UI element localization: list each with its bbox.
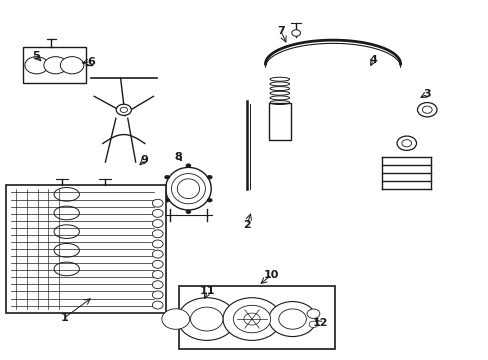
Text: 10: 10 — [263, 270, 279, 280]
Circle shape — [207, 175, 212, 179]
Circle shape — [422, 106, 431, 113]
Circle shape — [152, 199, 163, 207]
Circle shape — [268, 302, 316, 337]
Circle shape — [207, 198, 212, 202]
Circle shape — [152, 301, 163, 309]
Text: 4: 4 — [369, 55, 377, 65]
Circle shape — [417, 103, 436, 117]
Circle shape — [244, 313, 260, 325]
Circle shape — [233, 305, 270, 333]
Circle shape — [396, 136, 416, 150]
Bar — [5, 185, 166, 313]
Circle shape — [152, 220, 163, 228]
Circle shape — [164, 175, 169, 179]
Text: 7: 7 — [277, 26, 285, 36]
Circle shape — [60, 57, 83, 74]
Circle shape — [152, 230, 163, 238]
Text: 8: 8 — [174, 152, 182, 162]
Circle shape — [162, 309, 189, 329]
Bar — [22, 47, 86, 83]
Circle shape — [185, 164, 190, 167]
Bar — [178, 286, 334, 348]
Circle shape — [44, 57, 67, 74]
Text: 12: 12 — [312, 319, 327, 328]
Text: 1: 1 — [60, 313, 68, 323]
Circle shape — [152, 281, 163, 289]
Circle shape — [152, 210, 163, 217]
Circle shape — [291, 30, 300, 36]
Text: 2: 2 — [243, 220, 250, 230]
Text: 5: 5 — [32, 51, 40, 61]
Circle shape — [308, 321, 317, 328]
Circle shape — [116, 104, 131, 116]
Circle shape — [223, 298, 281, 341]
Circle shape — [152, 250, 163, 258]
Circle shape — [152, 271, 163, 278]
Circle shape — [152, 240, 163, 248]
Circle shape — [152, 291, 163, 299]
Bar — [268, 103, 290, 140]
Circle shape — [25, 57, 48, 74]
Circle shape — [401, 140, 411, 147]
Circle shape — [177, 298, 235, 341]
Text: 6: 6 — [87, 57, 95, 67]
Circle shape — [120, 107, 127, 112]
Circle shape — [278, 309, 306, 329]
Text: 3: 3 — [423, 89, 430, 99]
Text: 9: 9 — [141, 155, 148, 165]
Circle shape — [152, 260, 163, 268]
Circle shape — [164, 198, 169, 202]
Circle shape — [185, 210, 190, 213]
Circle shape — [190, 307, 223, 331]
Text: 11: 11 — [200, 286, 215, 296]
Circle shape — [306, 309, 319, 318]
